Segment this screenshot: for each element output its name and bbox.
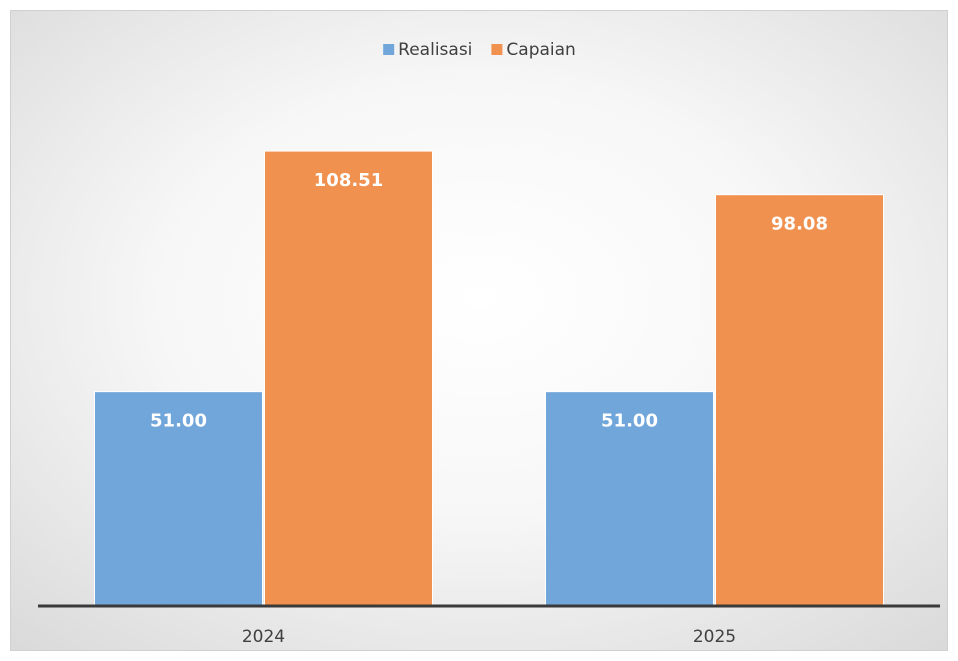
legend-label: Capaian [506,40,575,60]
bar [715,194,884,606]
x-tick-label: 2025 [693,627,736,647]
x-tick-label: 2024 [242,627,285,647]
legend-label: Realisasi [398,40,472,60]
bar [545,391,714,606]
bar [264,150,433,606]
legend-swatch [491,44,503,55]
data-label: 98.08 [771,214,828,235]
legend-swatch [383,44,395,55]
bar [94,391,263,606]
data-label: 51.00 [601,411,658,432]
data-label: 51.00 [150,411,207,432]
data-label: 108.51 [314,170,383,191]
